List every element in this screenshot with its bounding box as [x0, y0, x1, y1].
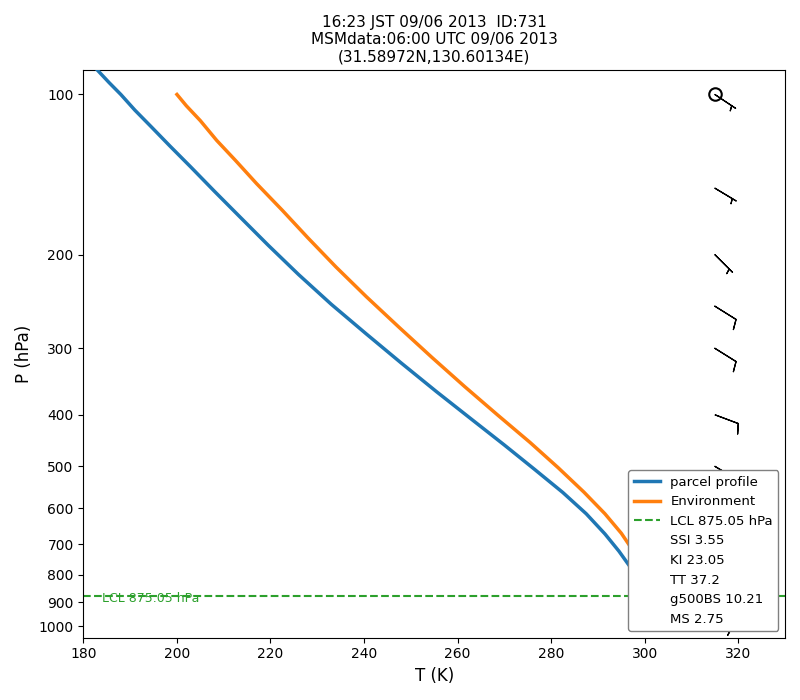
Environment: [650, 587, 660, 596]
parcel profile: [263, 241, 273, 249]
parcel profile: [614, 547, 624, 555]
Environment: [526, 438, 535, 447]
Environment: [230, 156, 240, 164]
Environment: [579, 488, 589, 496]
parcel profile: [648, 601, 658, 609]
parcel profile: [235, 213, 245, 221]
X-axis label: T (K): T (K): [414, 667, 454, 685]
parcel profile: [130, 106, 140, 114]
parcel profile: [93, 66, 102, 74]
parcel profile: [582, 510, 591, 518]
Environment: [195, 116, 205, 125]
parcel profile: [467, 415, 477, 424]
parcel profile: [635, 578, 645, 586]
Environment: [628, 547, 638, 555]
parcel profile: [397, 359, 406, 368]
Environment: [212, 136, 222, 145]
parcel profile: [116, 90, 126, 99]
parcel profile: [362, 330, 371, 338]
Environment: [362, 293, 371, 301]
Environment: [654, 596, 663, 605]
Text: LCL 875.05 hPa: LCL 875.05 hPa: [102, 592, 199, 605]
parcel profile: [499, 441, 509, 449]
parcel profile: [653, 609, 662, 617]
Environment: [182, 102, 191, 110]
parcel profile: [626, 564, 635, 572]
Line: parcel profile: parcel profile: [98, 70, 658, 613]
Environment: [493, 411, 502, 419]
parcel profile: [186, 163, 196, 172]
Environment: [645, 576, 654, 584]
Environment: [427, 354, 437, 362]
Y-axis label: P (hPa): P (hPa): [15, 325, 33, 383]
parcel profile: [210, 187, 219, 195]
Environment: [460, 382, 470, 391]
Environment: [554, 463, 563, 472]
Title: 16:23 JST 09/06 2013  ID:731
MSMdata:06:00 UTC 09/06 2013
(31.58972N,130.60134E): 16:23 JST 09/06 2013 ID:731 MSMdata:06:0…: [310, 15, 558, 65]
Line: Environment: Environment: [177, 94, 658, 601]
Environment: [331, 262, 341, 271]
parcel profile: [432, 388, 442, 396]
parcel profile: [558, 489, 568, 497]
Environment: [172, 90, 182, 99]
parcel profile: [294, 270, 303, 279]
Environment: [617, 529, 626, 538]
parcel profile: [530, 466, 539, 474]
Environment: [252, 179, 262, 188]
Legend: parcel profile, Environment, LCL 875.05 hPa, SSI 3.55, KI 23.05, TT 37.2, g500BS: parcel profile, Environment, LCL 875.05 …: [628, 470, 778, 631]
Environment: [638, 562, 647, 570]
parcel profile: [326, 300, 336, 309]
Environment: [303, 234, 313, 242]
parcel profile: [104, 78, 114, 87]
Environment: [394, 323, 404, 332]
parcel profile: [146, 122, 156, 131]
Environment: [278, 206, 287, 214]
parcel profile: [165, 142, 174, 150]
parcel profile: [642, 590, 652, 598]
parcel profile: [600, 530, 610, 538]
Environment: [600, 510, 610, 518]
